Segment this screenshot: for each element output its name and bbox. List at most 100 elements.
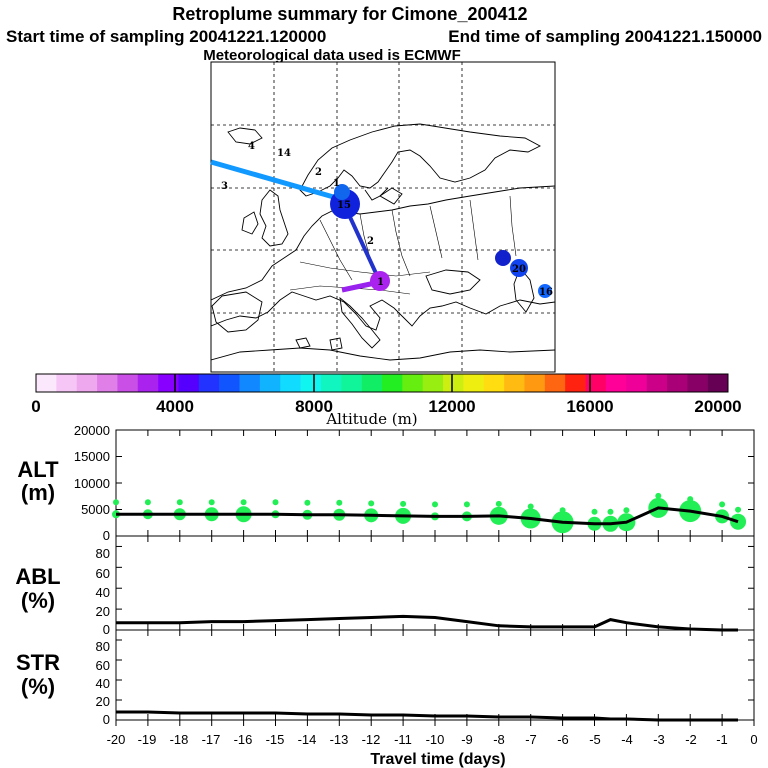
- colorbar-tick: 12000: [428, 397, 475, 416]
- met-data-label: Meteorological data used is ECMWF: [203, 47, 461, 64]
- colorbar-segment: [402, 374, 424, 392]
- colorbar-segment: [239, 374, 261, 392]
- x-tick-label: -2: [685, 732, 697, 747]
- map-graticule: [211, 62, 555, 372]
- y-tick-label: 0: [103, 622, 110, 637]
- cluster-bubble: [538, 284, 552, 298]
- y-tick-label: 80: [96, 546, 110, 561]
- x-tick-label: -16: [234, 732, 253, 747]
- x-tick-label: -18: [170, 732, 189, 747]
- colorbar-segment: [504, 374, 525, 392]
- y-tick-label: 40: [96, 585, 110, 600]
- x-tick-label: -14: [298, 732, 317, 747]
- colorbar-segment: [56, 374, 78, 392]
- colorbar-segment: [544, 374, 566, 392]
- x-tick-label: -10: [426, 732, 445, 747]
- abl-panel-unit: (%): [21, 588, 55, 613]
- y-tick-label: 15000: [74, 449, 110, 464]
- start-time-label: Start time of sampling 20041221.120000: [6, 27, 326, 46]
- map-marker-label: 2: [367, 236, 374, 247]
- colorbar-segment: [280, 374, 301, 392]
- map-marker-label: 1: [333, 178, 340, 189]
- alt-bubble: [304, 499, 311, 506]
- x-tick-labels: -20 -19 -18 -17 -16 -15 -14 -13 -12 -11 …: [107, 732, 758, 747]
- colorbar-tick: 8000: [295, 397, 333, 416]
- alt-bubble: [591, 508, 598, 515]
- map-marker-label: 15: [337, 200, 351, 211]
- trajectory-clusters: [330, 184, 552, 298]
- x-tick-label: -12: [362, 732, 381, 747]
- colorbar-tick: 16000: [566, 397, 613, 416]
- y-tick-label: 60: [96, 566, 110, 581]
- x-tick-label: 0: [750, 732, 757, 747]
- series-lines: [116, 506, 739, 722]
- map-marker-label: 20: [512, 264, 526, 275]
- colorbar-segment: [300, 374, 322, 392]
- map-marker-label: 14: [277, 148, 291, 159]
- colorbar-segment: [565, 374, 586, 392]
- alt-bubble: [208, 499, 215, 506]
- y-tick-label: 20000: [74, 423, 110, 438]
- alt-bubble: [495, 500, 502, 507]
- cluster-bubble: [334, 184, 350, 200]
- str-panel-label: STR: [16, 650, 60, 675]
- alt-series-line: [116, 506, 739, 526]
- x-tick-label: -7: [525, 732, 537, 747]
- y-tick-label: 10000: [74, 476, 110, 491]
- alt-bubble: [527, 503, 534, 510]
- alt-bubble: [623, 507, 630, 514]
- colorbar-segment: [687, 374, 708, 392]
- alt-bubble: [607, 508, 614, 515]
- x-tick-label: -20: [107, 732, 126, 747]
- cluster-bubble: [510, 259, 528, 277]
- colorbar-segment: [382, 374, 403, 392]
- colorbar-segment: [198, 374, 220, 392]
- colorbar-segment: [483, 374, 505, 392]
- y-tick-label: 60: [96, 658, 110, 673]
- colorbar-segment: [463, 374, 485, 392]
- map-marker-label: 16: [539, 287, 553, 298]
- alt-bubble: [400, 500, 407, 507]
- colorbar-segment: [707, 374, 729, 392]
- colorbar-segment: [97, 374, 118, 392]
- alt-bubble: [463, 501, 470, 508]
- alt-bubble: [272, 499, 279, 506]
- y-tick-label: 5000: [81, 502, 110, 517]
- axis-ticks: [115, 429, 755, 726]
- map-marker-label: 1: [377, 277, 384, 288]
- y-tick-label: 20: [96, 604, 110, 619]
- map-marker-label: 3: [221, 181, 228, 192]
- colorbar-segment: [117, 374, 139, 392]
- colorbar-segment: [320, 374, 342, 392]
- alt-bubble: [368, 500, 375, 507]
- colorbar-tick-labels: 0 4000 8000 12000 16000 20000: [31, 397, 741, 416]
- colorbar-segment: [524, 374, 546, 392]
- x-tick-label: -8: [493, 732, 505, 747]
- alt-bubble: [176, 499, 183, 506]
- end-time-label: End time of sampling 20041221.150000: [448, 27, 762, 46]
- x-tick-label: -13: [330, 732, 349, 747]
- abl-series-line: [116, 614, 738, 632]
- altitude-colorbar: [35, 373, 729, 393]
- str-series-line: [116, 710, 738, 722]
- alt-bubble: [735, 506, 742, 513]
- alt-bubble: [655, 492, 662, 499]
- cluster-bubble: [495, 250, 511, 266]
- x-tick-label: -15: [266, 732, 285, 747]
- colorbar-tick: 4000: [156, 397, 194, 416]
- alt-bubble: [336, 499, 343, 506]
- str-yticks: 80 60 40 20 0: [96, 639, 110, 727]
- alt-panel-label: ALT: [17, 457, 59, 482]
- colorbar-segment: [443, 374, 464, 392]
- x-axis-label: Travel time (days): [370, 751, 505, 768]
- colorbar-segment: [76, 374, 98, 392]
- abl-yticks: 80 60 40 20 0: [96, 546, 110, 637]
- colorbar-segment: [361, 374, 383, 392]
- x-tick-label: -5: [589, 732, 601, 747]
- str-panel-unit: (%): [21, 674, 55, 699]
- alt-panel-unit: (m): [21, 480, 55, 505]
- figure-title: Retroplume summary for Cimone_200412: [172, 4, 527, 24]
- x-tick-label: -19: [138, 732, 157, 747]
- y-tick-label: 20: [96, 694, 110, 709]
